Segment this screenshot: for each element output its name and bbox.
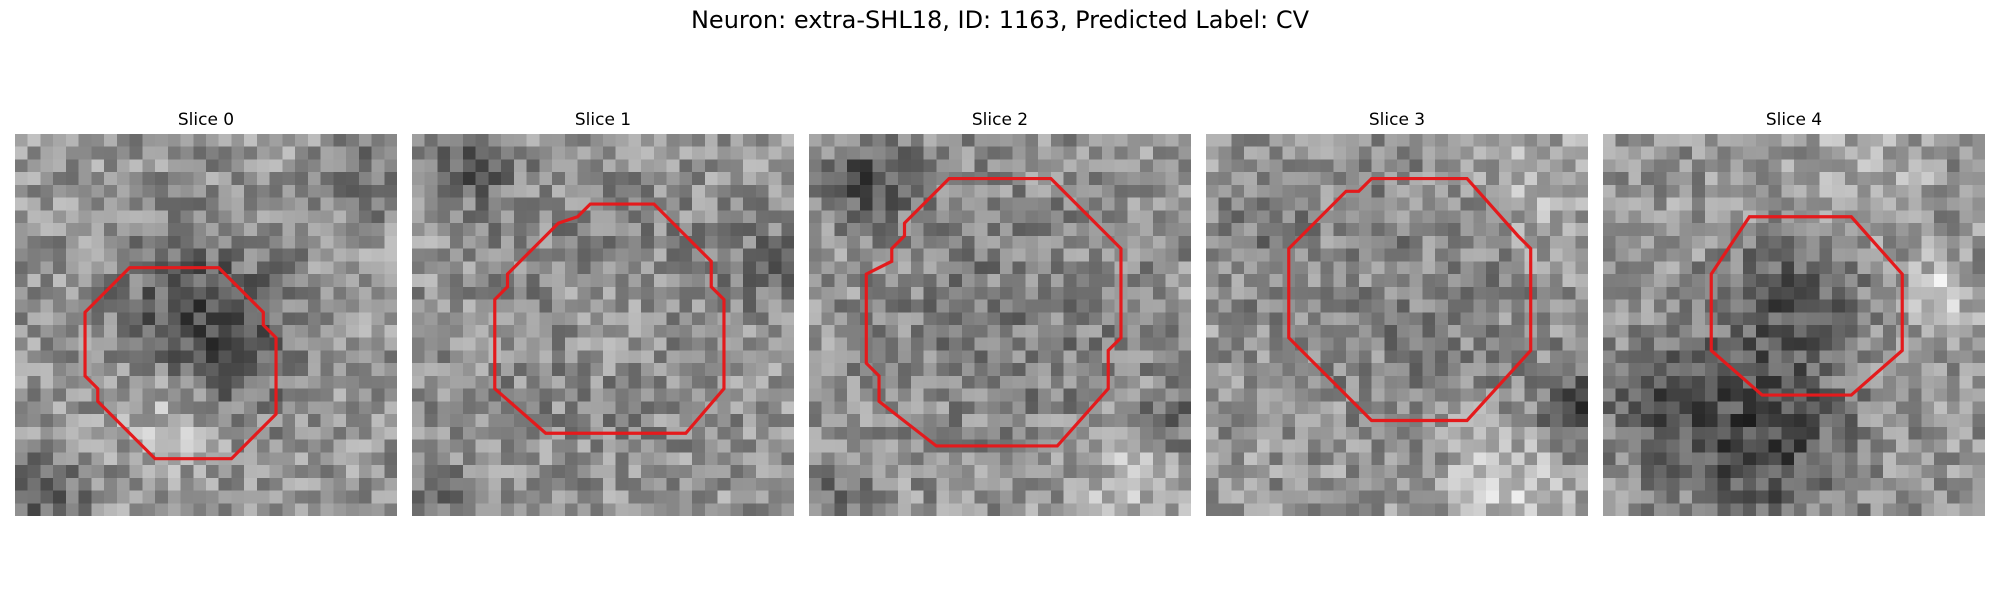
slice-2-title: Slice 2 [971, 110, 1029, 130]
slice-0-pixels [15, 134, 397, 516]
slice-2-image [809, 134, 1191, 516]
slice-4-pixels [1603, 134, 1985, 516]
slice-4-title: Slice 4 [1765, 110, 1823, 130]
slice-0-contour [83, 266, 278, 461]
slice-1-pixels [412, 134, 794, 516]
slice-3-title: Slice 3 [1368, 110, 1426, 130]
slice-1-title: Slice 1 [574, 110, 632, 130]
slice-3-contour [1287, 176, 1533, 423]
slice-0-image [15, 134, 397, 516]
slice-2-contour [864, 176, 1123, 448]
slice-3-pixels [1206, 134, 1588, 516]
slice-2-pixels [809, 134, 1191, 516]
slice-4-contour [1709, 215, 1904, 397]
slice-3-image [1206, 134, 1588, 516]
slice-0-title: Slice 0 [177, 110, 235, 130]
slice-1-image [412, 134, 794, 516]
slice-1-contour [493, 202, 726, 435]
slice-4-image [1603, 134, 1985, 516]
figure-title: Neuron: extra-SHL18, ID: 1163, Predicted… [690, 6, 1310, 34]
